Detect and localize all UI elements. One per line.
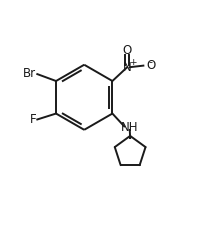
Text: O: O: [123, 44, 132, 57]
Text: N: N: [123, 61, 132, 74]
Text: Br: Br: [23, 67, 36, 80]
Text: NH: NH: [121, 121, 139, 134]
Text: F: F: [30, 113, 36, 126]
Text: -: -: [148, 57, 152, 67]
Text: O: O: [146, 59, 156, 72]
Text: +: +: [129, 58, 136, 67]
